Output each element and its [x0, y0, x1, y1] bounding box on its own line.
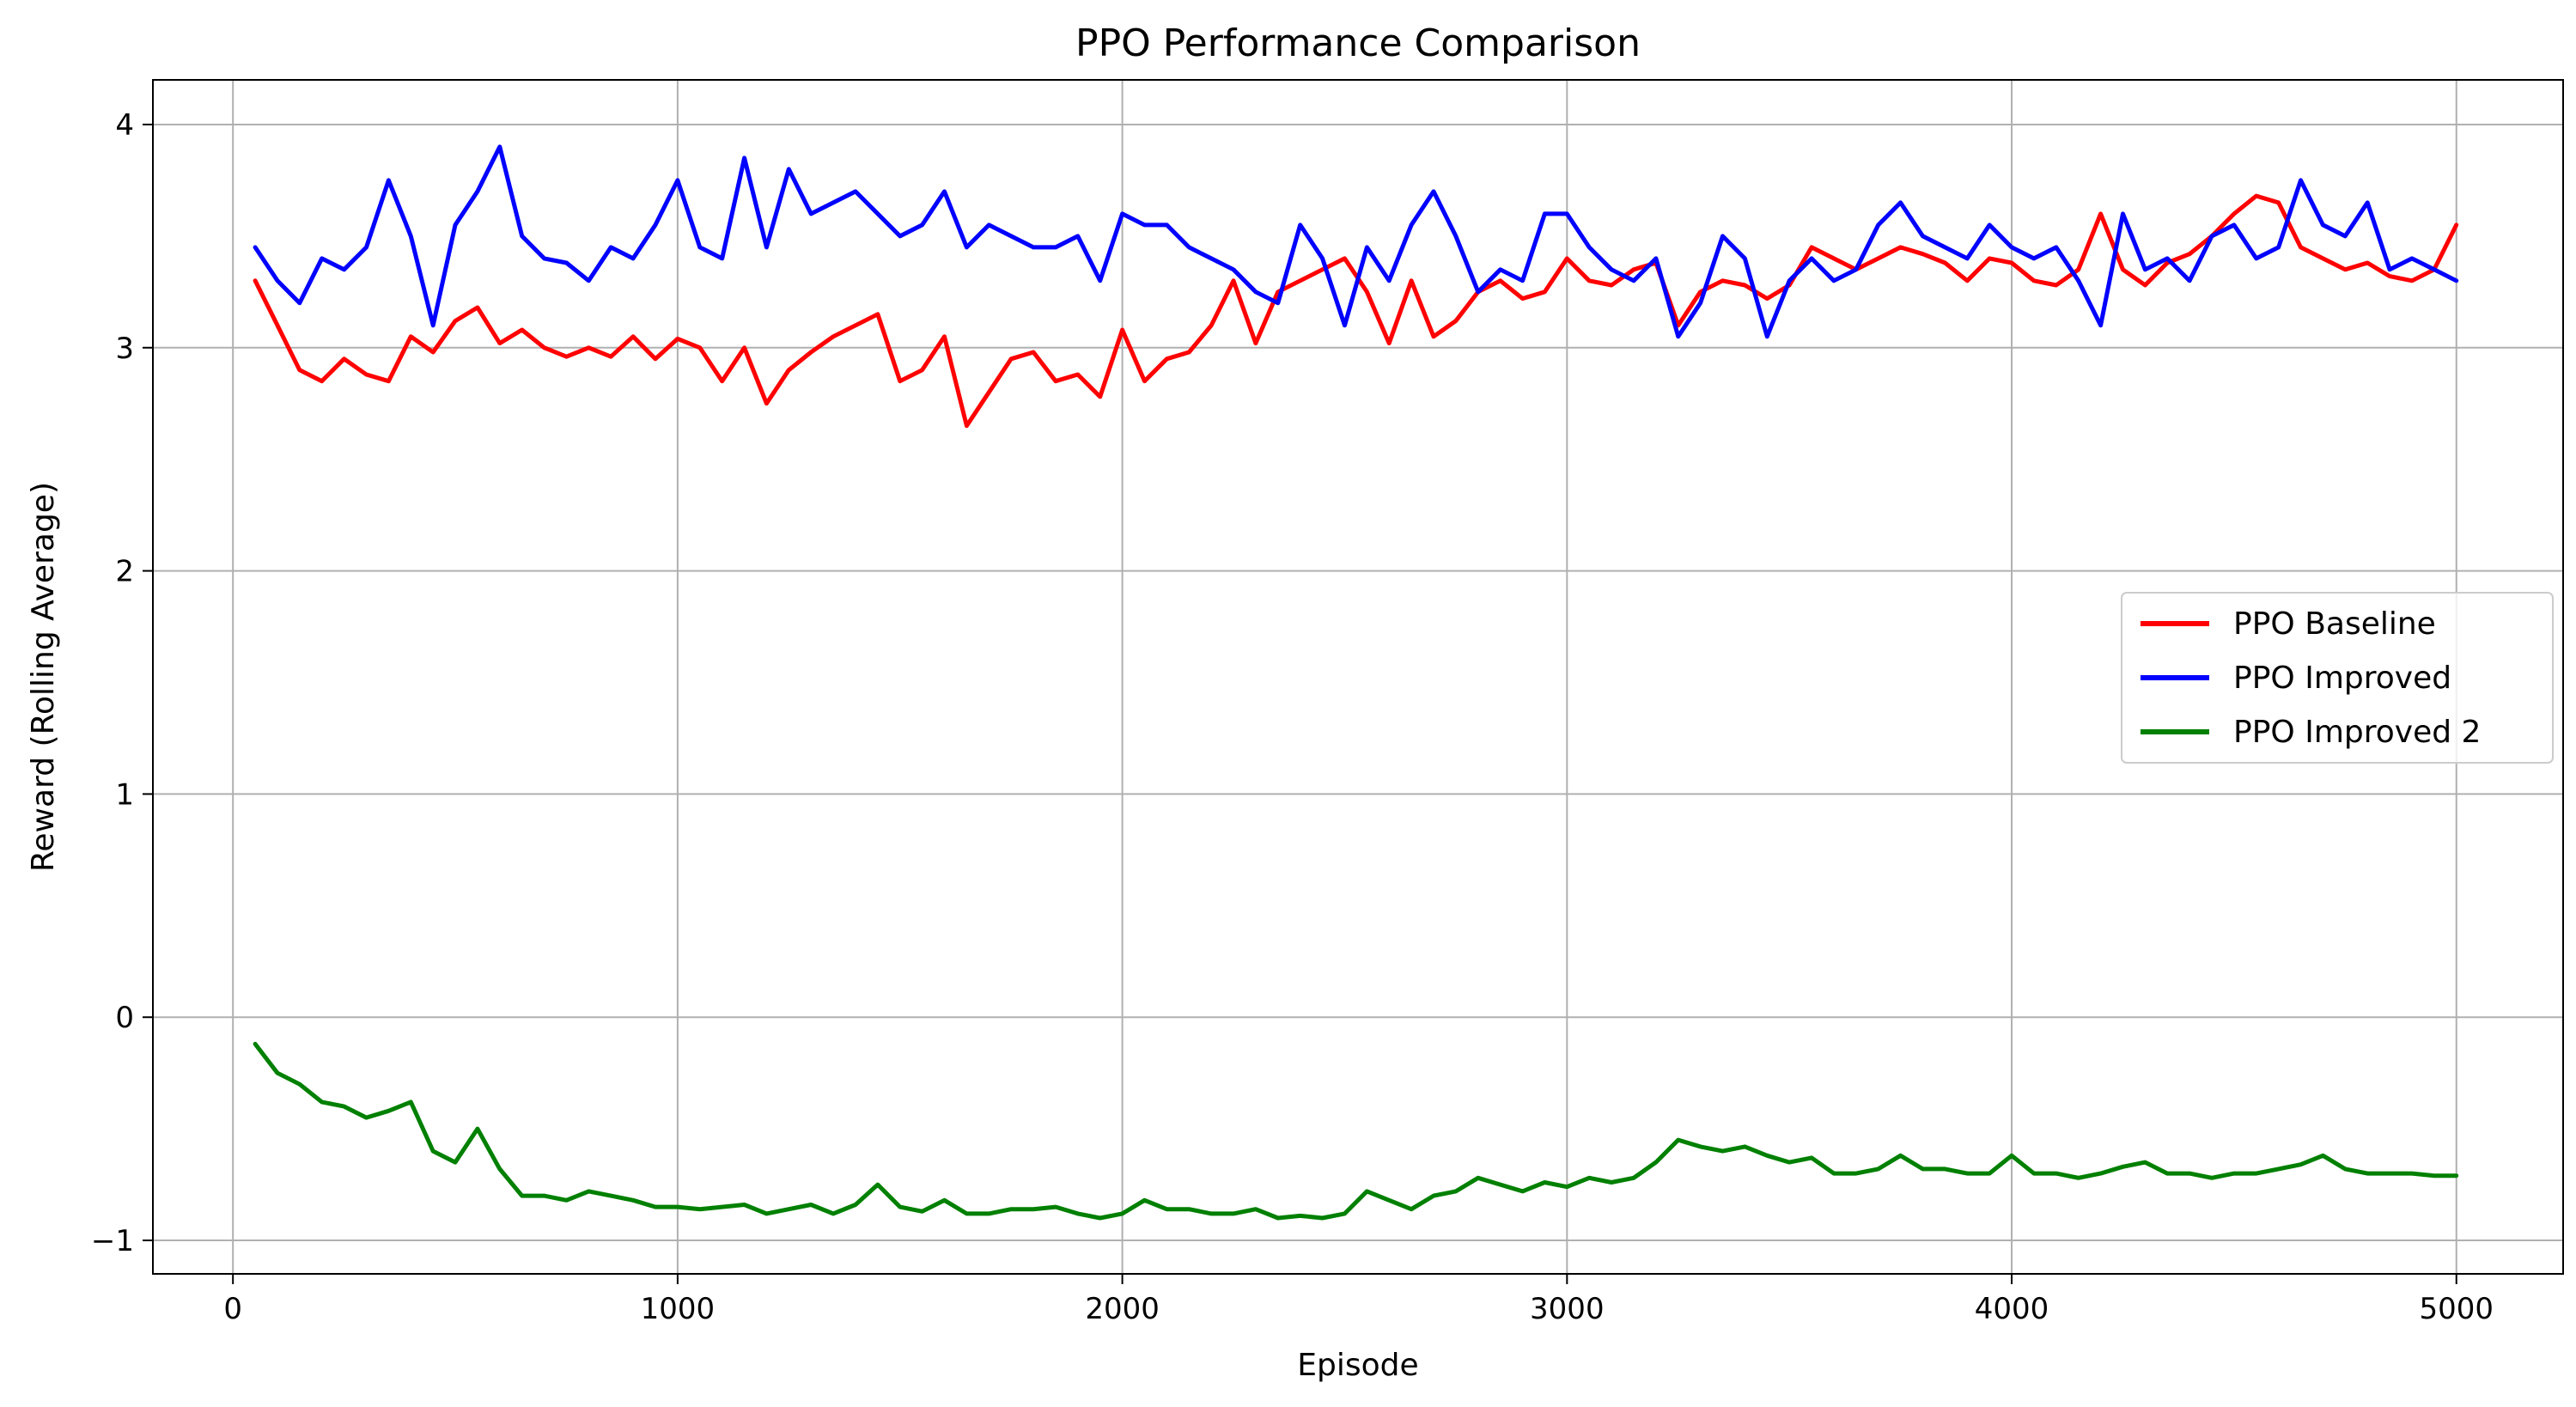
x-tick-label: 3000: [1530, 1292, 1605, 1326]
series-line-ppo-improved-2: [253, 1041, 2459, 1221]
y-tick-label: 2: [115, 555, 134, 589]
x-tick-label: 2000: [1085, 1292, 1160, 1326]
x-tick-label: 0: [223, 1292, 242, 1326]
y-tick-label: −1: [91, 1224, 134, 1258]
series-layer: [253, 144, 2459, 1221]
x-tick-label: 4000: [1975, 1292, 2049, 1326]
x-tick-label: 1000: [641, 1292, 716, 1326]
series-line-ppo-baseline: [253, 193, 2459, 429]
y-tick-label: 0: [115, 1001, 134, 1035]
chart-title: PPO Performance Comparison: [1075, 21, 1641, 65]
legend-label-ppo-improved: PPO Improved: [2233, 661, 2451, 696]
y-tick-label: 1: [115, 777, 134, 812]
y-tick-label: 3: [115, 332, 134, 366]
legend-label-ppo-baseline: PPO Baseline: [2233, 606, 2436, 642]
series-line-ppo-improved: [253, 144, 2459, 339]
legend-box: [2121, 592, 2554, 764]
x-axis-label: Episode: [1297, 1348, 1418, 1383]
y-tick-label: 4: [115, 108, 134, 143]
plot-frame: [152, 79, 2564, 1275]
legend-label-ppo-improved-2: PPO Improved 2: [2233, 715, 2481, 750]
ticks: 0 1000 2000 3000 4000 5000 −1 0 1 2 3 4: [91, 108, 2494, 1326]
legend: PPO Baseline PPO Improved PPO Improved 2: [2121, 592, 2554, 764]
y-axis-label: Reward (Rolling Average): [26, 482, 61, 872]
x-tick-label: 5000: [2419, 1292, 2494, 1326]
